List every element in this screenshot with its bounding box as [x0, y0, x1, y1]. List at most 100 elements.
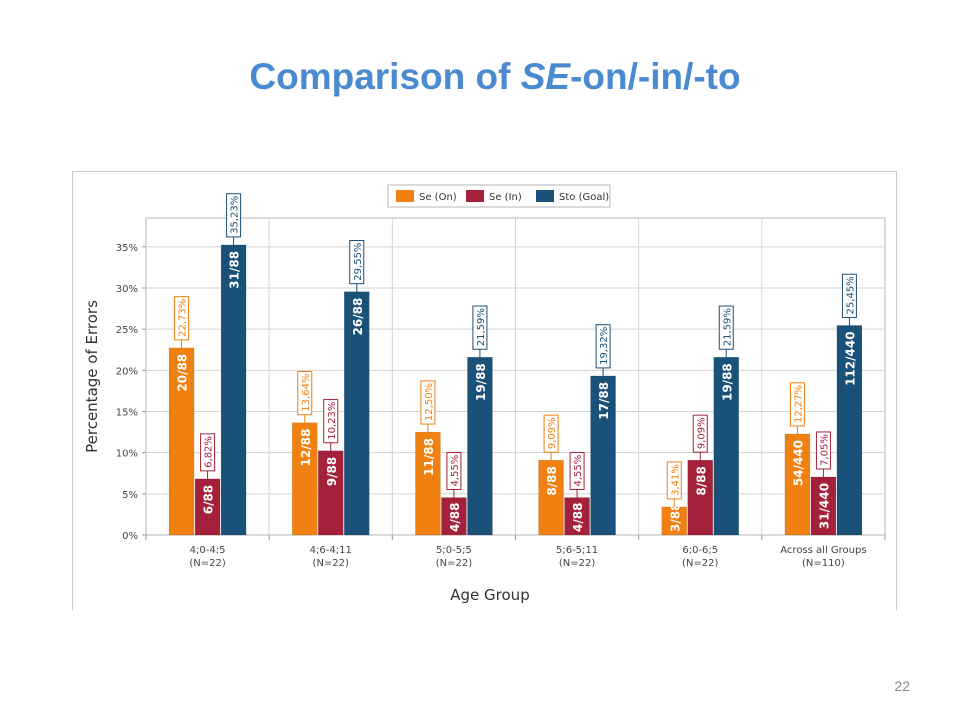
- bar-sto-goal: [467, 356, 493, 536]
- legend-swatch: [466, 190, 484, 202]
- bar-se-on: [784, 433, 811, 536]
- value-callout-box: [349, 239, 365, 285]
- x-category-sublabel: (N=22): [189, 558, 225, 569]
- value-callout-label: 4,55%: [573, 455, 584, 487]
- value-callout-label: 9,09%: [547, 417, 558, 449]
- bar-se-in: [318, 450, 344, 536]
- bar-count-label: 31/440: [817, 483, 831, 529]
- bar-count-label: 9/88: [325, 457, 339, 486]
- x-category-sublabel: (N=22): [559, 558, 595, 569]
- bar-se-on: [661, 506, 687, 536]
- value-callout-box: [595, 324, 611, 369]
- bar-count-label: 112/440: [843, 331, 857, 385]
- value-callout-label: 9,09%: [696, 417, 707, 449]
- value-callout-box: [569, 452, 585, 491]
- slide-title: Comparison of SE-on/-in/-to: [0, 56, 960, 98]
- y-tick-label: 0%: [122, 531, 138, 542]
- bar-chart: 0% 5% 10% 15% 20% 25% 30% 35% 20/88 22,73% 6/88 6,8…: [83, 184, 886, 604]
- legend-label: Sto (Goal): [559, 192, 609, 203]
- value-callout-box: [297, 370, 313, 416]
- bar-count-label: 12/88: [299, 429, 313, 467]
- y-tick-label: 15%: [116, 407, 138, 418]
- value-callout-label: 35,23%: [230, 196, 241, 234]
- title-suffix: -on/-in/-to: [570, 56, 741, 97]
- bar-se-in: [564, 497, 590, 536]
- value-callout-label: 12,50%: [424, 383, 435, 421]
- value-callout-box: [718, 305, 734, 350]
- y-tick-label: 10%: [116, 449, 138, 460]
- bar-count-label: 54/440: [791, 440, 805, 486]
- value-callout-box: [815, 431, 831, 470]
- value-callout-box: [420, 380, 436, 425]
- value-callout-label: 13,64%: [301, 374, 312, 412]
- bar-count-label: 20/88: [176, 354, 190, 392]
- bar-count-label: 17/88: [597, 382, 611, 420]
- value-callout-label: 29,55%: [353, 243, 364, 281]
- title-prefix: Comparison of: [249, 56, 521, 97]
- value-callout-label: 7,05%: [819, 434, 830, 466]
- bar-sto-goal: [713, 356, 739, 536]
- legend-label: Se (On): [419, 192, 457, 203]
- value-callout-label: 22,73%: [178, 299, 189, 337]
- value-callout-box: [789, 382, 805, 427]
- bar-sto-goal: [220, 244, 247, 536]
- value-callout-box: [692, 414, 708, 453]
- value-callout-box: [472, 305, 488, 350]
- y-tick-label: 30%: [116, 284, 138, 295]
- bar-count-label: 19/88: [474, 363, 488, 401]
- bar-count-label: 3/88: [668, 503, 682, 532]
- bar-se-on: [415, 431, 441, 536]
- bar-count-label: 19/88: [720, 363, 734, 401]
- value-callout-label: 21,59%: [722, 308, 733, 346]
- x-category-label: 5;0-5;5: [436, 545, 472, 556]
- value-callout-label: 12,27%: [793, 385, 804, 423]
- bar-count-label: 8/88: [694, 466, 708, 495]
- value-callout-label: 21,59%: [476, 308, 487, 346]
- y-tick-label: 5%: [122, 490, 138, 501]
- x-category-label: 5;6-5;11: [556, 545, 598, 556]
- value-callout-box: [174, 296, 190, 341]
- bar-sto-goal: [836, 325, 863, 536]
- legend-box: [387, 184, 611, 208]
- x-category-sublabel: (N=22): [313, 558, 349, 569]
- value-callout-box: [323, 399, 339, 444]
- bar-sto-goal: [590, 375, 616, 536]
- bar-se-on: [538, 459, 564, 536]
- bar-se-in: [194, 478, 221, 536]
- value-callout-label: 3,41%: [670, 464, 681, 496]
- legend-swatch: [536, 190, 554, 202]
- page-number: 22: [894, 678, 910, 694]
- title-italic: SE: [520, 56, 571, 97]
- chart-frame: 0% 5% 10% 15% 20% 25% 30% 35% 20/88 22,73% 6/88 6,8…: [72, 171, 897, 610]
- value-callout-box: [543, 414, 559, 453]
- y-tick-label: 25%: [116, 325, 138, 336]
- y-tick-label: 20%: [116, 366, 138, 377]
- x-category-label: 4;0-4;5: [190, 545, 226, 556]
- x-category-sublabel: (N=22): [682, 558, 718, 569]
- bar-count-label: 6/88: [202, 485, 216, 514]
- bar-count-label: 26/88: [351, 298, 365, 336]
- bar-count-label: 4/88: [571, 503, 585, 532]
- bar-count-label: 31/88: [228, 251, 242, 289]
- value-callout-label: 10,23%: [327, 402, 338, 440]
- value-callout-label: 25,45%: [845, 276, 856, 314]
- value-callout-box: [666, 461, 682, 500]
- x-category-label: Across all Groups: [780, 545, 866, 556]
- value-callout-label: 19,32%: [599, 327, 610, 365]
- value-callout-label: 4,55%: [450, 455, 461, 487]
- x-category-label: 6;0-6;5: [682, 545, 718, 556]
- value-callout-box: [446, 452, 462, 491]
- bar-se-on: [168, 347, 195, 536]
- bar-count-label: 4/88: [448, 503, 462, 532]
- y-tick-label: 35%: [116, 243, 138, 254]
- value-callout-box: [841, 273, 857, 318]
- x-category-sublabel: (N=110): [802, 558, 845, 569]
- bar-count-label: 11/88: [422, 438, 436, 476]
- x-axis-title: Age Group: [450, 586, 529, 604]
- legend-label: Se (In): [489, 192, 522, 203]
- legend-swatch: [396, 190, 414, 202]
- value-callout-box: [226, 193, 242, 238]
- bar-count-label: 8/88: [545, 466, 559, 495]
- value-callout-label: 6,82%: [204, 436, 215, 468]
- y-axis-title: Percentage of Errors: [83, 300, 101, 453]
